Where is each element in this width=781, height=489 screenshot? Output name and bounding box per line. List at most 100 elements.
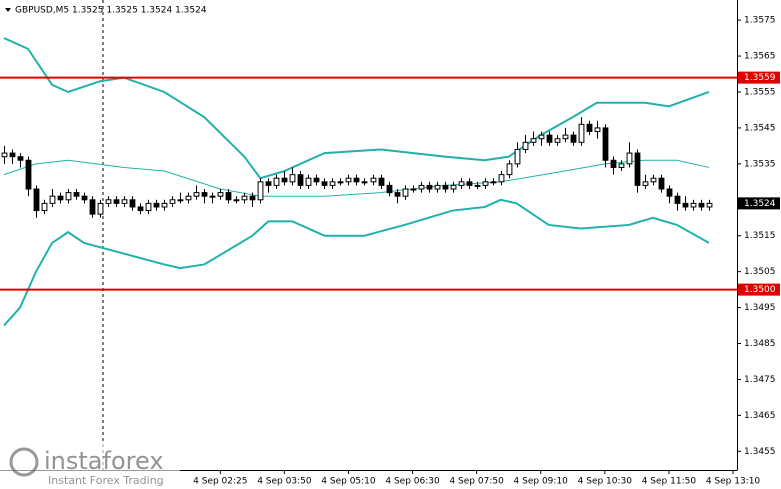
watermark-brand: instaforex bbox=[44, 447, 164, 475]
candle-body bbox=[386, 184, 393, 194]
y-tick-label: 1.3545 bbox=[744, 123, 776, 133]
candle-body bbox=[474, 184, 481, 187]
candle-body bbox=[618, 163, 625, 168]
y-tick-label: 1.3475 bbox=[744, 375, 776, 385]
band-line bbox=[3, 37, 710, 180]
candle-body bbox=[610, 159, 617, 168]
candle-body bbox=[450, 184, 457, 190]
candle-body bbox=[514, 148, 521, 165]
candle-body bbox=[682, 202, 689, 208]
y-tick-label: 1.3515 bbox=[744, 231, 776, 241]
candle-body bbox=[458, 181, 465, 186]
x-tick-label: 4 Sep 05:10 bbox=[321, 477, 376, 487]
chart-title: GBPUSD,M5 1.3525 1.3525 1.3524 1.3524 bbox=[15, 6, 207, 16]
y-tick-label: 1.3555 bbox=[744, 87, 776, 97]
candle-body bbox=[546, 134, 553, 143]
candle-body bbox=[1, 152, 8, 158]
candle-body bbox=[466, 181, 473, 186]
candle-body bbox=[586, 123, 593, 133]
candle-body bbox=[378, 177, 385, 186]
candle-body bbox=[145, 202, 152, 212]
last-price-box bbox=[738, 197, 780, 210]
candle-body bbox=[642, 181, 649, 186]
candle-body bbox=[674, 195, 681, 204]
candle-body bbox=[297, 174, 304, 186]
candle-body bbox=[217, 192, 224, 197]
candle-body bbox=[185, 195, 192, 201]
candle-body bbox=[418, 184, 425, 190]
candle-body bbox=[209, 195, 216, 198]
candle-body bbox=[137, 206, 144, 212]
candle-body bbox=[442, 184, 449, 190]
candle-body bbox=[201, 192, 208, 197]
level-label-box bbox=[738, 71, 780, 84]
candle-body bbox=[265, 181, 272, 186]
candle-body bbox=[602, 127, 609, 161]
candle-body bbox=[538, 134, 545, 140]
candle-body bbox=[9, 152, 16, 158]
candle-body bbox=[666, 188, 673, 197]
candle-body bbox=[41, 202, 48, 212]
candle-body bbox=[169, 199, 176, 204]
candle-body bbox=[129, 199, 136, 208]
y-tick-label: 1.3495 bbox=[744, 303, 776, 313]
y-tick-label: 1.3455 bbox=[744, 447, 776, 457]
candle-body bbox=[193, 192, 200, 197]
candle-body bbox=[706, 202, 713, 208]
candle-body bbox=[530, 138, 537, 143]
band-line bbox=[3, 159, 710, 197]
candle-body bbox=[498, 174, 505, 183]
candle-body bbox=[321, 181, 328, 186]
candle-body bbox=[257, 181, 264, 201]
candle-body bbox=[329, 181, 336, 186]
y-tick-label: 1.3485 bbox=[744, 339, 776, 349]
candle-body bbox=[426, 184, 433, 190]
x-tick-label: 4 Sep 13:10 bbox=[706, 477, 761, 487]
candle-body bbox=[370, 177, 377, 183]
candle-body bbox=[626, 152, 633, 165]
candle-body bbox=[25, 159, 32, 190]
x-tick-label: 4 Sep 09:10 bbox=[514, 477, 569, 487]
candle-body bbox=[225, 192, 232, 201]
candle-body bbox=[650, 177, 657, 183]
candle-body bbox=[570, 134, 577, 143]
x-tick-label: 4 Sep 06:30 bbox=[385, 477, 440, 487]
candle-body bbox=[289, 174, 296, 183]
candle-body bbox=[153, 202, 160, 208]
candle-body bbox=[434, 184, 441, 190]
candle-body bbox=[313, 177, 320, 183]
candle-body bbox=[65, 192, 72, 201]
candle-body bbox=[554, 138, 561, 143]
candle-body bbox=[113, 199, 120, 204]
candle-body bbox=[89, 199, 96, 215]
candle-body bbox=[121, 199, 128, 204]
x-tick-label: 4 Sep 03:50 bbox=[257, 477, 312, 487]
candle-body bbox=[594, 127, 601, 133]
candle-body bbox=[490, 181, 497, 184]
candle-body bbox=[97, 202, 104, 215]
candle-body bbox=[578, 123, 585, 143]
candle-body bbox=[506, 163, 513, 176]
y-tick-label: 1.3565 bbox=[744, 52, 776, 62]
candle-body bbox=[690, 202, 697, 208]
plot-area bbox=[0, 37, 737, 327]
watermark-tagline: Instant Forex Trading bbox=[48, 474, 164, 487]
candle-body bbox=[273, 177, 280, 186]
candle-body bbox=[281, 177, 288, 183]
candle-body bbox=[394, 192, 401, 197]
candle-body bbox=[233, 199, 240, 202]
candle-body bbox=[522, 141, 529, 150]
candle-body bbox=[361, 181, 368, 184]
candle-body bbox=[17, 156, 24, 161]
candle-body bbox=[57, 195, 64, 201]
x-tick-label: 4 Sep 07:50 bbox=[449, 477, 504, 487]
x-tick-label: 4 Sep 10:30 bbox=[578, 477, 633, 487]
y-tick-label: 1.3575 bbox=[744, 16, 776, 26]
candle-body bbox=[337, 181, 344, 184]
x-tick-label: 4 Sep 02:25 bbox=[193, 477, 247, 487]
candle-body bbox=[658, 177, 665, 190]
y-tick-label: 1.3505 bbox=[744, 267, 776, 277]
level-label: 1.3500 bbox=[744, 285, 776, 295]
candle-body bbox=[410, 188, 417, 191]
